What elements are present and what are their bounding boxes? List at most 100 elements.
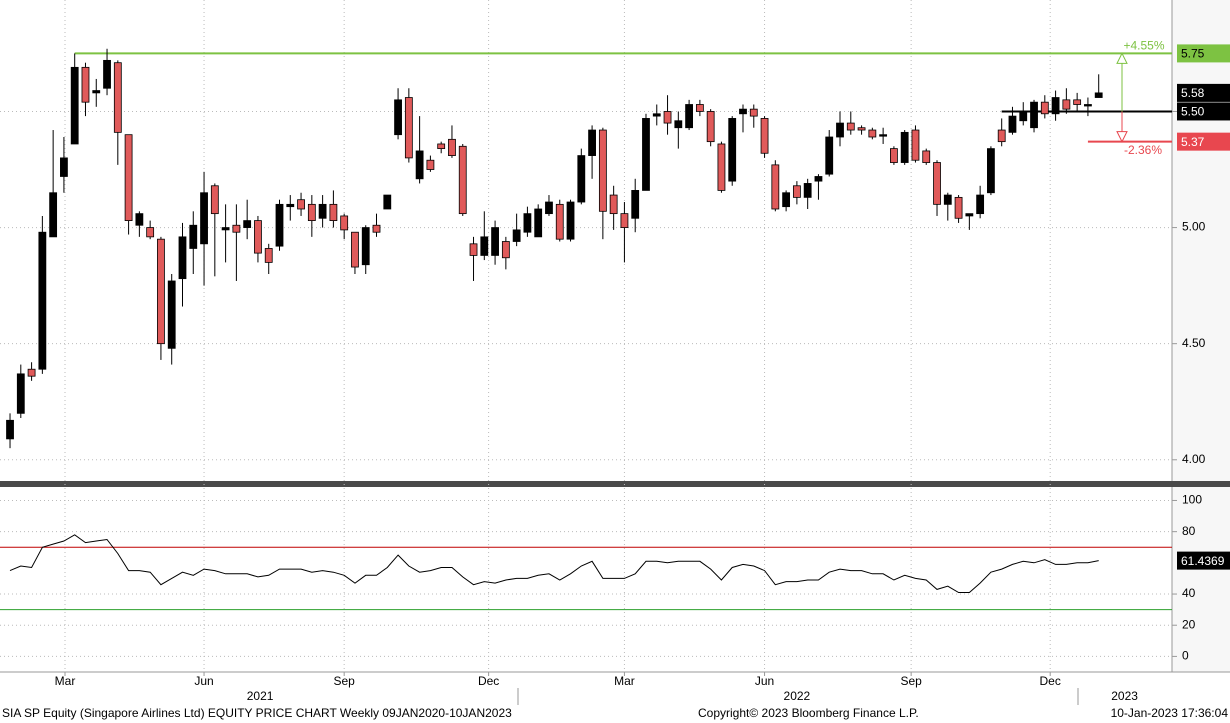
candle-body xyxy=(1040,101,1049,115)
candle-body xyxy=(620,213,629,228)
x-tick-label: Sep xyxy=(333,674,355,688)
candle-body xyxy=(674,120,683,129)
candle-body xyxy=(1030,101,1038,129)
candle-body xyxy=(609,194,618,215)
candle-body xyxy=(792,185,801,198)
candle-body xyxy=(437,143,446,150)
candle-body xyxy=(178,236,187,280)
candle-body xyxy=(146,227,155,238)
candle-body xyxy=(329,203,338,222)
candle-body xyxy=(60,157,68,177)
candle-body xyxy=(631,190,640,219)
year-label: 2021 xyxy=(247,689,274,703)
candle-body xyxy=(221,227,230,231)
candle-body xyxy=(480,236,489,256)
candle-body xyxy=(1084,104,1092,107)
last-price-label: 5.58 xyxy=(1181,86,1205,100)
level-label-box xyxy=(1177,132,1230,151)
candle-body xyxy=(286,203,295,208)
candle-body xyxy=(113,62,122,133)
candle-body xyxy=(803,183,812,198)
candle-body xyxy=(6,419,14,440)
candle-body xyxy=(739,108,747,115)
candle-body xyxy=(760,118,769,154)
y-tick-label: 4.00 xyxy=(1182,452,1206,466)
candle-body xyxy=(404,97,413,159)
candle-body xyxy=(232,224,241,233)
level-label: 5.75 xyxy=(1181,47,1205,61)
candle-body xyxy=(997,129,1006,143)
last-price-label-box xyxy=(1177,83,1230,102)
candle-body xyxy=(70,66,79,145)
change-label: -2.36% xyxy=(1124,143,1162,157)
candle-body xyxy=(663,111,672,124)
x-tick-label: Dec xyxy=(1040,674,1061,688)
candle-body xyxy=(92,90,101,94)
x-tick-label: Dec xyxy=(478,674,499,688)
y-tick-label: 40 xyxy=(1182,586,1196,600)
candle-body xyxy=(124,134,133,222)
last-value-label: 61.4369 xyxy=(1181,554,1225,568)
candle-body xyxy=(1094,92,1103,98)
candle-body xyxy=(868,129,877,138)
x-tick-label: Sep xyxy=(900,674,922,688)
change-label: +4.55% xyxy=(1123,39,1164,53)
candle-body xyxy=(728,118,737,182)
candle-body xyxy=(383,194,392,210)
candle-body xyxy=(361,227,370,266)
candle-body xyxy=(351,231,359,268)
candle-body xyxy=(782,192,791,208)
candle-body xyxy=(167,280,176,349)
candle-body xyxy=(81,66,90,103)
candle-body xyxy=(157,238,165,345)
candle-body xyxy=(836,122,844,138)
candle-body xyxy=(900,131,909,163)
candle-body xyxy=(879,134,888,137)
candle-body xyxy=(49,192,58,238)
candle-body xyxy=(965,213,974,217)
x-tick-label: Jun xyxy=(755,674,774,688)
candle-body xyxy=(846,122,855,131)
candle-body xyxy=(103,59,111,89)
candle-body xyxy=(1062,99,1071,110)
year-label: 2022 xyxy=(784,689,811,703)
candle-body xyxy=(200,192,208,245)
y-tick-label: 80 xyxy=(1182,524,1196,538)
candle-body xyxy=(987,148,995,194)
candle-body xyxy=(458,145,467,215)
candle-body xyxy=(534,208,543,238)
level-label: 5.50 xyxy=(1181,105,1205,119)
candle-body xyxy=(566,201,575,240)
y-tick-label: 20 xyxy=(1182,617,1196,631)
candle-body xyxy=(210,185,219,215)
candle-body xyxy=(555,203,564,240)
candle-body xyxy=(415,150,424,180)
candle-body xyxy=(976,194,985,215)
candle-body xyxy=(275,203,284,247)
level-label: 5.37 xyxy=(1181,135,1205,149)
candle-body xyxy=(523,213,532,233)
candle-body xyxy=(922,150,931,163)
candle-body xyxy=(491,227,499,256)
y-tick-label: 5.00 xyxy=(1182,220,1206,234)
candle-body xyxy=(717,143,726,191)
y-tick-label: 0 xyxy=(1182,649,1189,663)
candle-body xyxy=(933,162,941,205)
level-label-box xyxy=(1177,102,1230,121)
y-tick-label: 4.50 xyxy=(1182,336,1206,350)
candle-body xyxy=(911,129,920,161)
candle-body xyxy=(642,118,650,191)
candle-body xyxy=(469,243,478,256)
candle-body xyxy=(749,108,758,117)
x-tick-label: Jun xyxy=(194,674,213,688)
footer-title: SIA SP Equity (Singapore Airlines Ltd) E… xyxy=(2,706,512,720)
candle-body xyxy=(448,138,456,156)
candle-body xyxy=(27,368,36,377)
x-tick-label: Mar xyxy=(55,674,76,688)
candle-body xyxy=(135,213,144,226)
arrow-head xyxy=(1116,52,1128,64)
arrow-head xyxy=(1116,131,1128,143)
candle-body xyxy=(1008,115,1017,133)
candle-body xyxy=(814,176,823,182)
